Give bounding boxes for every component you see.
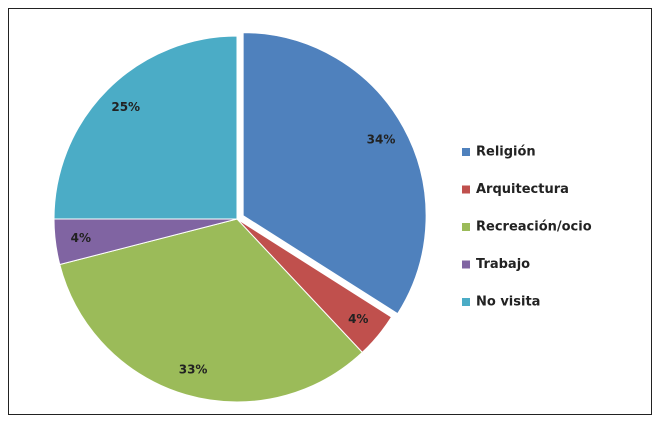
legend-label: Trabajo <box>476 257 530 272</box>
data-label: 4% <box>348 312 368 326</box>
legend-swatch <box>462 148 470 156</box>
legend-label: Recreación/ocio <box>476 220 592 235</box>
data-label: 4% <box>71 231 91 245</box>
pie-slice <box>53 35 238 220</box>
legend-swatch <box>462 298 470 306</box>
pie-slice <box>59 218 363 403</box>
legend-swatch <box>462 223 470 231</box>
data-label: 33% <box>179 363 208 377</box>
pie-slice <box>242 32 427 315</box>
data-label: 34% <box>367 132 396 146</box>
legend-swatch <box>462 185 470 194</box>
legend-label: Religión <box>476 145 536 160</box>
legend-label: No visita <box>476 295 540 310</box>
data-label: 25% <box>111 100 140 114</box>
legend-swatch <box>462 260 470 269</box>
legend-label: Arquitectura <box>476 182 569 197</box>
